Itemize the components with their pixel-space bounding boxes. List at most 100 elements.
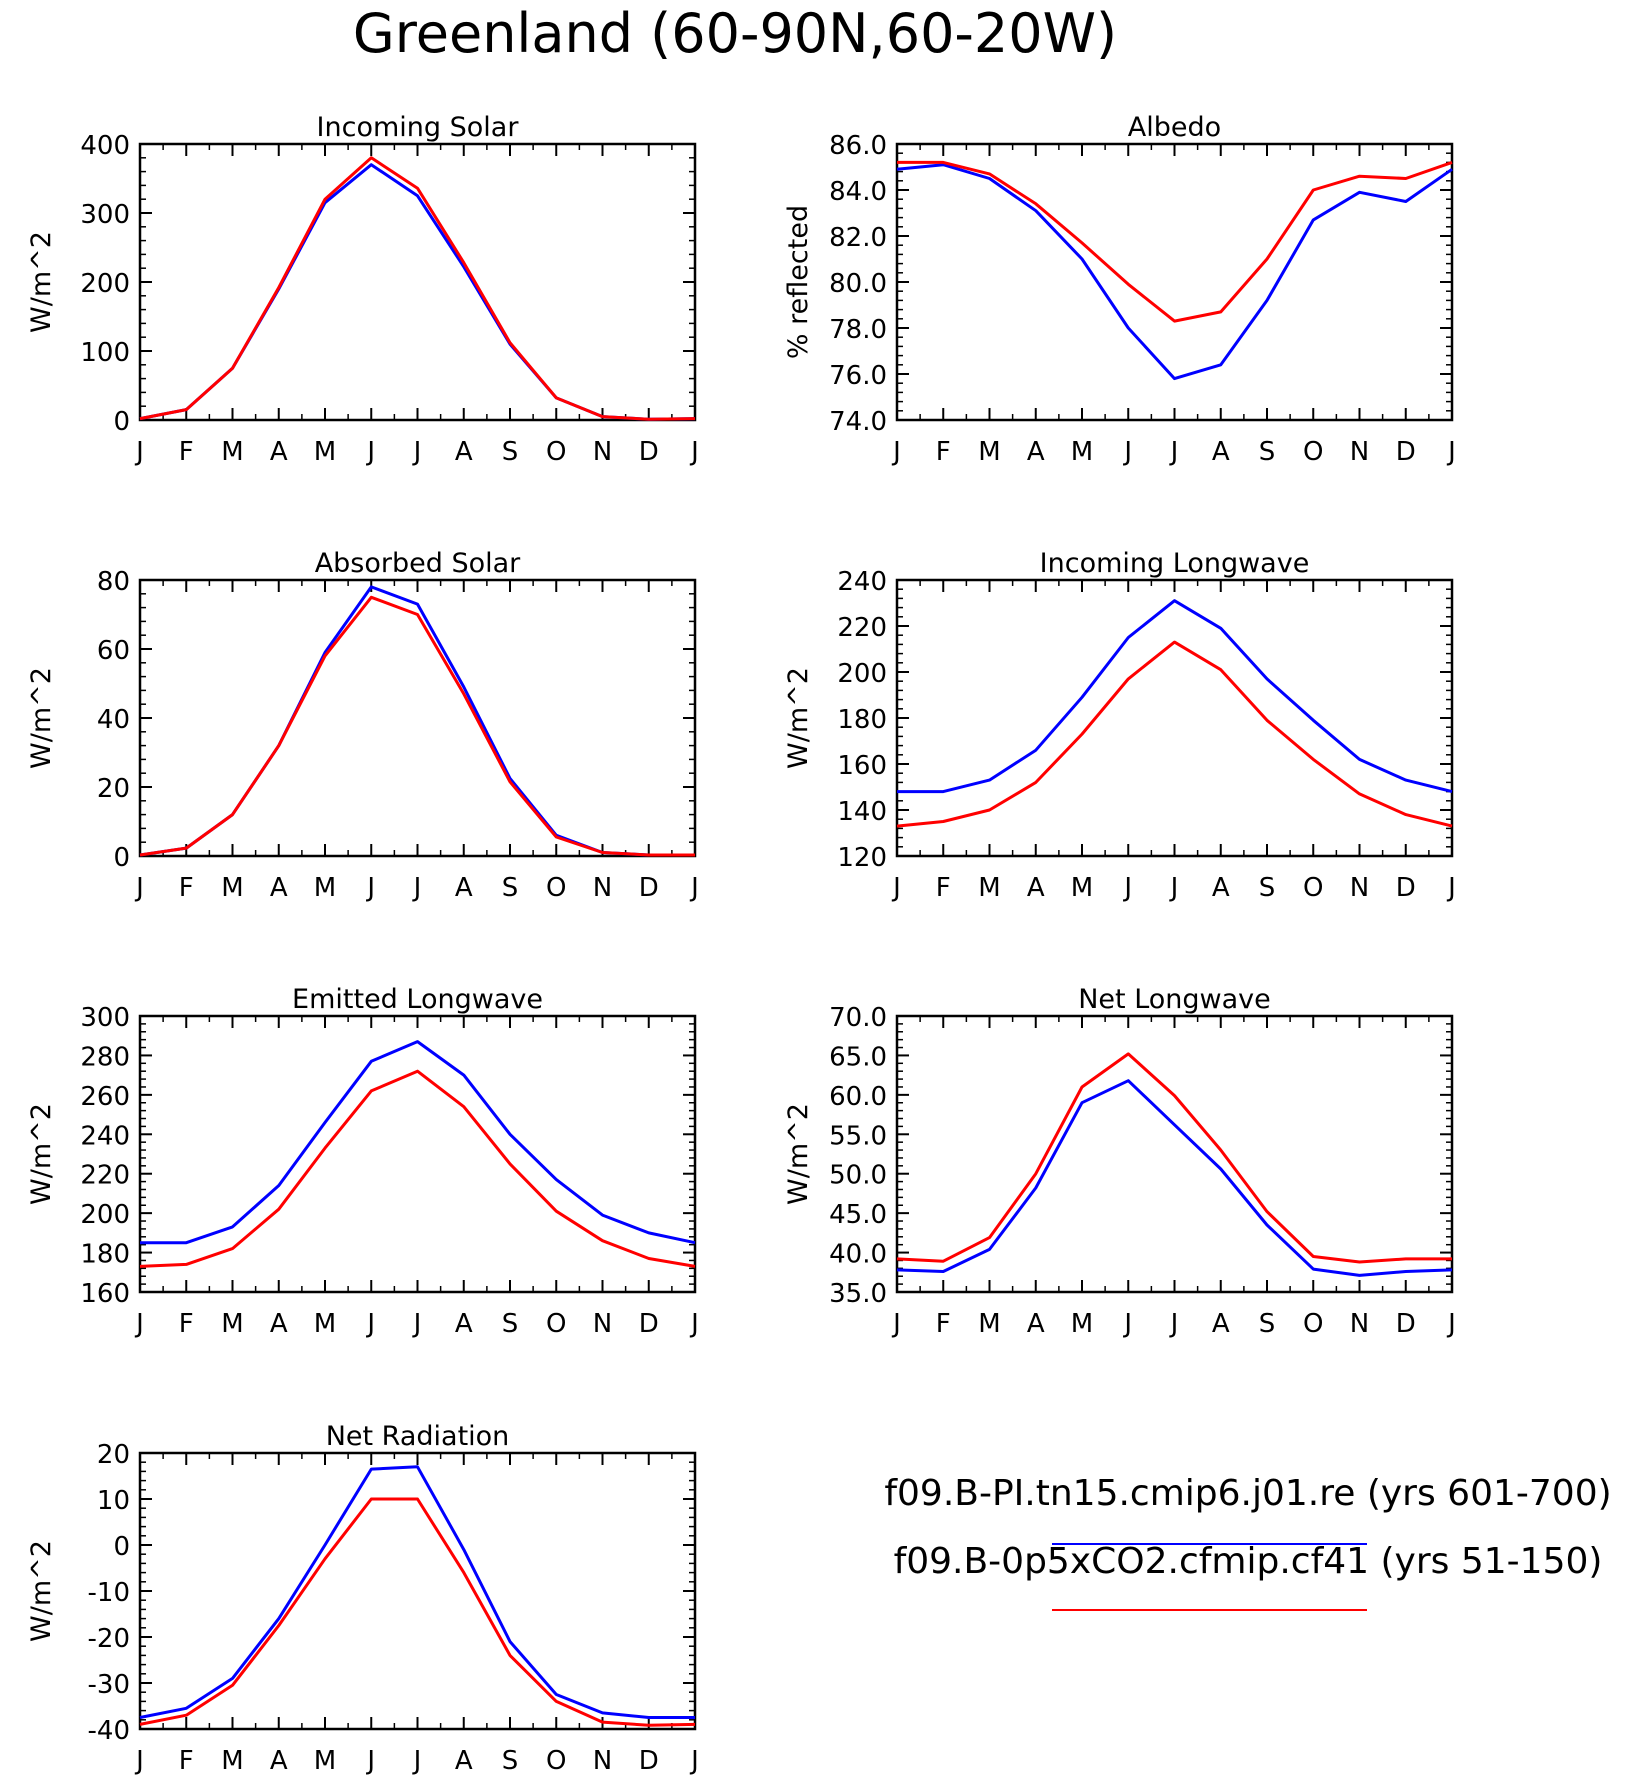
panel-title: Albedo: [1128, 112, 1221, 143]
series-line-1: [139, 1465, 695, 1719]
x-tick-label: M: [314, 1746, 336, 1776]
y-tick-label: 65.0: [829, 1042, 887, 1072]
series-line-2: [897, 160, 1453, 323]
y-tick-label: 40: [97, 705, 130, 735]
panel-4: J F M A M J J A S O N D J120140160180200220240Incomi…: [783, 548, 1456, 903]
x-tick-label: A: [1027, 437, 1045, 467]
x-tick-label: A: [270, 1309, 288, 1339]
x-tick-label: F: [179, 873, 194, 903]
x-tick-label: M: [978, 1309, 1000, 1339]
y-tick-label: 180: [837, 705, 887, 735]
legend: f09.B-PI.tn15.cmip6.j01.re (yrs 601-700)…: [884, 1473, 1612, 1611]
y-tick-label: -10: [88, 1578, 130, 1608]
x-tick-label: O: [1303, 437, 1323, 467]
y-tick-label: 60: [97, 636, 130, 666]
x-tick-label: A: [1212, 1309, 1230, 1339]
x-tick-label: A: [270, 873, 288, 903]
x-tick-label: J: [1446, 1309, 1456, 1339]
x-tick-label: J: [1122, 873, 1132, 903]
x-tick-label: J: [134, 437, 144, 467]
x-tick-label: F: [936, 437, 951, 467]
x-tick-label: M: [314, 873, 336, 903]
x-tick-label: J: [134, 1309, 144, 1339]
plot-frame: [895, 1014, 1454, 1294]
panel-title: Net Radiation: [326, 1421, 510, 1452]
y-tick-label: -40: [88, 1716, 130, 1746]
series-line-2: [139, 156, 696, 421]
x-tick-label: S: [1259, 873, 1276, 903]
x-tick-label: M: [1071, 1309, 1093, 1339]
y-tick-label: 10: [97, 1486, 130, 1516]
y-tick-label: 280: [80, 1042, 130, 1072]
x-tick-label: A: [1212, 873, 1230, 903]
x-tick-label: D: [1396, 1309, 1416, 1339]
x-tick-label: J: [1169, 873, 1179, 903]
x-tick-label: D: [639, 1746, 659, 1776]
series-line-2: [139, 1069, 696, 1268]
plot-frame: [895, 578, 1454, 858]
y-tick-label: 84.0: [829, 177, 887, 207]
x-tick-label: J: [412, 1309, 422, 1339]
y-tick-label: 80: [97, 567, 130, 597]
plot-frame: [138, 1451, 697, 1731]
x-tick-label: D: [639, 873, 659, 903]
x-tick-label: J: [365, 437, 375, 467]
x-tick-label: O: [546, 437, 566, 467]
series-line-2: [139, 1497, 696, 1727]
x-tick-label: M: [221, 437, 243, 467]
x-tick-label: J: [365, 873, 375, 903]
y-tick-label: 200: [80, 269, 130, 299]
y-tick-label: 300: [80, 1003, 130, 1033]
y-tick-label: 0: [113, 407, 130, 437]
x-tick-label: J: [689, 437, 699, 467]
panel-6: J F M A M J J A S O N D J35.040.045.050.055.060.065.…: [783, 984, 1456, 1339]
panel-title: Incoming Solar: [317, 112, 520, 143]
x-tick-label: D: [639, 437, 659, 467]
y-tick-label: -30: [88, 1670, 130, 1700]
x-tick-label: F: [179, 1309, 194, 1339]
x-tick-label: M: [221, 873, 243, 903]
plot-frame: [138, 142, 697, 422]
x-tick-label: J: [1446, 437, 1456, 467]
plot-frame: [138, 578, 697, 858]
series-line-1: [896, 1079, 1453, 1277]
y-tick-label: 180: [80, 1240, 130, 1270]
x-tick-label: M: [314, 1309, 336, 1339]
x-tick-label: A: [270, 437, 288, 467]
series-line-2: [896, 640, 1453, 828]
y-tick-label: 80.0: [829, 269, 887, 299]
x-tick-label: N: [1350, 437, 1369, 467]
x-tick-label: N: [593, 1746, 612, 1776]
x-tick-label: A: [455, 1746, 473, 1776]
y-tick-label: 400: [80, 131, 130, 161]
y-tick-label: 76.0: [829, 361, 887, 391]
y-tick-label: 120: [837, 843, 887, 873]
x-tick-label: A: [1212, 437, 1230, 467]
x-tick-label: A: [455, 437, 473, 467]
series-line-1: [139, 585, 695, 857]
x-tick-label: S: [502, 1309, 519, 1339]
x-tick-label: D: [1396, 437, 1416, 467]
figure-title: Greenland (60-90N,60-20W): [353, 2, 1117, 65]
y-tick-label: 50.0: [829, 1161, 887, 1191]
y-axis-label: W/m^2: [783, 667, 814, 769]
x-tick-label: N: [1350, 873, 1369, 903]
y-tick-label: 220: [837, 613, 887, 643]
y-axis-label: W/m^2: [26, 231, 57, 333]
y-tick-label: 35.0: [829, 1279, 887, 1309]
legend-label-series-2: f09.B-0p5xCO2.cfmip.cf41 (yrs 51-150): [894, 1541, 1603, 1582]
y-tick-label: 86.0: [829, 131, 887, 161]
x-tick-label: N: [593, 437, 612, 467]
panel-5: J F M A M J J A S O N D J160180200220240260280300Emi…: [26, 984, 699, 1339]
x-tick-label: D: [1396, 873, 1416, 903]
x-tick-label: J: [412, 437, 422, 467]
y-tick-label: 140: [837, 797, 887, 827]
x-tick-label: A: [455, 873, 473, 903]
x-tick-label: A: [1027, 1309, 1045, 1339]
y-tick-label: 220: [80, 1161, 130, 1191]
